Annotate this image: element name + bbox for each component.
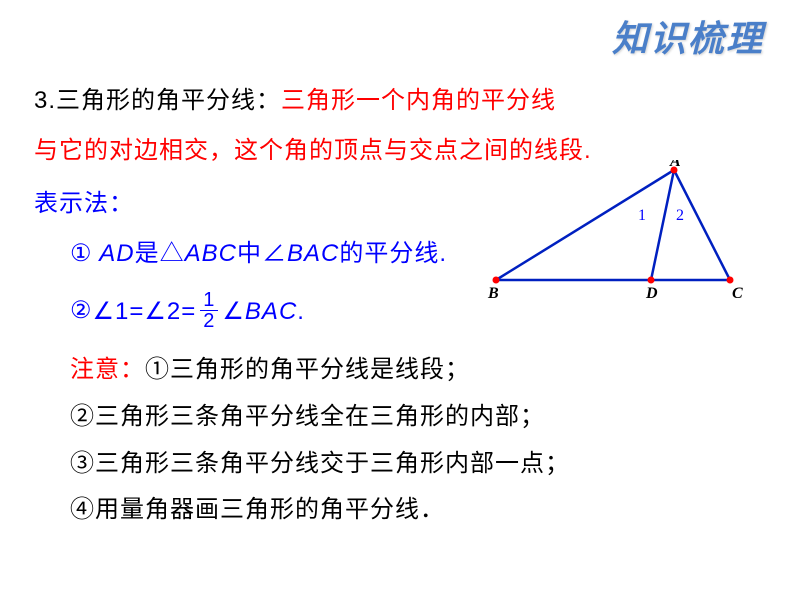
expr2-period: .	[297, 289, 305, 335]
svg-text:B: B	[487, 285, 499, 302]
notes-label: 注意：	[70, 356, 145, 383]
triangle-diagram: A B C D 1 2	[486, 160, 746, 310]
circled-1: ①	[70, 241, 93, 267]
svg-text:A: A	[669, 160, 681, 170]
notes-block: 注意：①三角形的角平分线是线段； ②三角形三条角平分线全在三角形的内部； ③三角…	[34, 347, 758, 534]
note-3: ③三角形三条角平分线交于三角形内部一点；	[70, 441, 758, 488]
expr2-BAC: BAC	[245, 289, 297, 335]
expr1-AD: AD	[93, 240, 135, 267]
fraction-half: 12	[200, 290, 218, 331]
expr1-ABC: ABC	[185, 240, 237, 267]
expr1-txt1: 是△	[135, 240, 185, 267]
note-4: ④用量角器画三角形的角平分线．	[70, 487, 758, 534]
header-title: 知识梳理	[612, 10, 764, 62]
expr1-BAC: BAC	[287, 240, 339, 267]
expr2-angle-sym: ∠	[222, 289, 245, 335]
svg-text:D: D	[645, 285, 658, 302]
frac-den: 2	[200, 311, 218, 331]
def-red-1: 三角形一个内角的平分线	[281, 87, 556, 114]
svg-text:2: 2	[676, 207, 684, 224]
expr1-txt3: 的平分线.	[339, 240, 447, 267]
def-prefix: 3.三角形的角平分线：	[34, 87, 281, 114]
note1-text: ①三角形的角平分线是线段；	[145, 357, 470, 383]
svg-text:1: 1	[638, 207, 646, 224]
frac-num: 1	[200, 290, 218, 311]
expr2-angles: ∠1=∠2=	[93, 289, 197, 335]
svg-text:C: C	[732, 285, 743, 302]
note-2: ②三角形三条角平分线全在三角形的内部；	[70, 394, 758, 441]
note-1: 注意：①三角形的角平分线是线段；	[70, 347, 758, 394]
definition-line-1: 3.三角形的角平分线：三角形一个内角的平分线	[34, 78, 758, 124]
expr1-txt2: 中∠	[237, 240, 287, 267]
circled-2: ②	[70, 289, 93, 335]
